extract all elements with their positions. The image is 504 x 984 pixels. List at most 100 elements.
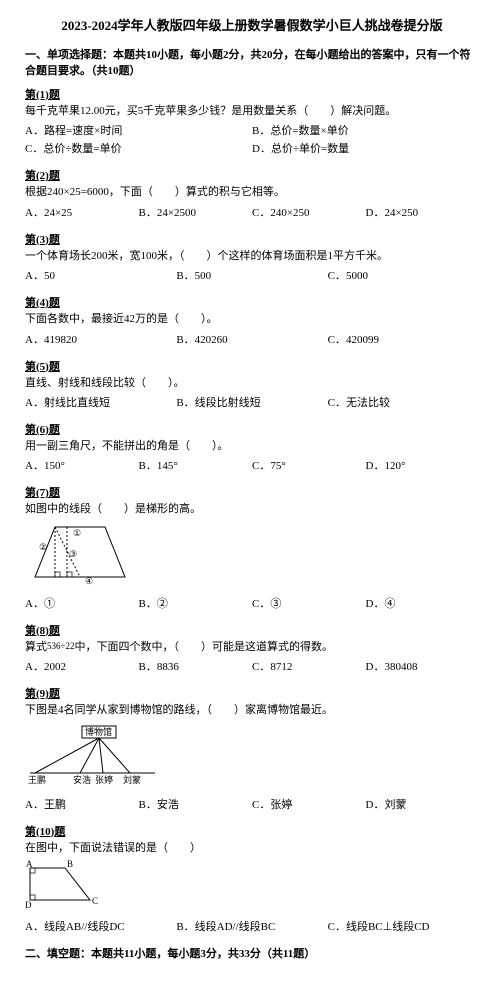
- question-8: 第(8)题 算式536÷22中，下面四个数中，（ ）可能是这道算式的得数。 A．…: [25, 622, 479, 675]
- svg-text:③: ③: [69, 549, 77, 559]
- q10-diagram: A B C D: [25, 860, 479, 913]
- q8-text: 算式536÷22中，下面四个数中，（ ）可能是这道算式的得数。: [25, 640, 479, 655]
- q6-opt-b: B．145°: [139, 456, 253, 474]
- q3-options: A．50 B．500 C．5000: [25, 266, 479, 284]
- name1: 王鹏: [28, 774, 46, 785]
- museum-diagram: 博物馆 王鹏 安浩 张婷 刘蒙: [25, 723, 165, 788]
- q1-opt-a: A．路程=速度×时间: [25, 121, 252, 139]
- vertex-d: D: [25, 900, 32, 910]
- vertex-b: B: [67, 860, 73, 869]
- q2-opt-a: A．24×25: [25, 203, 139, 221]
- question-6: 第(6)题 用一副三角尺，不能拼出的角是（ ）。 A．150° B．145° C…: [25, 421, 479, 474]
- q10-opt-c: C．线段BC⊥线段CD: [328, 917, 479, 935]
- q8-opt-c: C．8712: [252, 657, 366, 675]
- q9-opt-b: B．安浩: [139, 795, 253, 813]
- svg-text:④: ④: [85, 576, 93, 586]
- question-3: 第(3)题 一个体育场长200米，宽100米，（ ）个这样的体育场面积是1平方千…: [25, 231, 479, 284]
- name3: 张婷: [95, 774, 113, 785]
- q2-text: 根据240×25=6000，下面（ ）算式的积与它相等。: [25, 185, 479, 200]
- q8-options: A．2002 B．8836 C．8712 D．380408: [25, 657, 479, 675]
- q1-text: 每千克苹果12.00元，买5千克苹果多少钱？是用数量关系（ ）解决问题。: [25, 104, 479, 119]
- svg-text:①: ①: [73, 528, 81, 538]
- q1-label: 第(1)题: [25, 86, 479, 102]
- q4-label: 第(4)题: [25, 294, 479, 310]
- q1-opt-c: C．总价÷数量=单价: [25, 139, 252, 157]
- q10-label: 第(10)题: [25, 823, 479, 839]
- q6-opt-c: C．75°: [252, 456, 366, 474]
- q2-opt-c: C．240×250: [252, 203, 366, 221]
- question-1: 第(1)题 每千克苹果12.00元，买5千克苹果多少钱？是用数量关系（ ）解决问…: [25, 86, 479, 157]
- q4-opt-c: C．420099: [328, 330, 479, 348]
- q1-opt-b: B．总价=数量×单价: [252, 121, 479, 139]
- q5-text: 直线、射线和线段比较（ ）。: [25, 376, 479, 391]
- q6-options: A．150° B．145° C．75° D．120°: [25, 456, 479, 474]
- q7-opt-c: C．③: [252, 594, 366, 612]
- name2: 安浩: [73, 774, 91, 785]
- q2-opt-b: B．24×2500: [139, 203, 253, 221]
- question-2: 第(2)题 根据240×25=6000，下面（ ）算式的积与它相等。 A．24×…: [25, 167, 479, 220]
- question-9: 第(9)题 下图是4名同学从家到博物馆的路线，（ ）家离博物馆最近。 博物馆 王…: [25, 685, 479, 812]
- q5-options: A．射线比直线短 B．线段比射线短 C．无法比较: [25, 393, 479, 411]
- q3-text: 一个体育场长200米，宽100米，（ ）个这样的体育场面积是1平方千米。: [25, 249, 479, 264]
- q8-opt-b: B．8836: [139, 657, 253, 675]
- q7-opt-d: D．④: [366, 594, 480, 612]
- q7-options: A．① B．② C．③ D．④: [25, 594, 479, 612]
- q7-opt-b: B．②: [139, 594, 253, 612]
- q4-options: A．419820 B．420260 C．420099: [25, 330, 479, 348]
- q6-label: 第(6)题: [25, 421, 479, 437]
- q7-text: 如图中的线段（ ）是梯形的高。: [25, 502, 479, 517]
- q1-opt-d: D．总价÷单价=数量: [252, 139, 479, 157]
- name4: 刘蒙: [123, 774, 141, 785]
- q7-diagram: ① ② ③ ④: [25, 522, 479, 590]
- q9-diagram: 博物馆 王鹏 安浩 张婷 刘蒙: [25, 723, 479, 791]
- q2-opt-d: D．24×250: [366, 203, 480, 221]
- q4-opt-a: A．419820: [25, 330, 176, 348]
- section1-header: 一、单项选择题：本题共10小题，每小题2分，共20分，在每小题给出的答案中，只有…: [25, 46, 479, 78]
- page-title: 2023-2024学年人教版四年级上册数学暑假数学小巨人挑战卷提分版: [25, 15, 479, 34]
- q7-opt-a: A．①: [25, 594, 139, 612]
- q3-opt-b: B．500: [176, 266, 327, 284]
- section2-header: 二、填空题：本题共11小题，每小题3分，共33分（共11题）: [25, 945, 479, 961]
- question-7: 第(7)题 如图中的线段（ ）是梯形的高。 ① ② ③ ④ A．① B．② C．…: [25, 484, 479, 611]
- q9-opt-d: D．刘蒙: [366, 795, 480, 813]
- q3-opt-a: A．50: [25, 266, 176, 284]
- quadrilateral-diagram: A B C D: [25, 860, 105, 910]
- q10-opt-a: A．线段AB//线段DC: [25, 917, 176, 935]
- q9-opt-a: A．王鹏: [25, 795, 139, 813]
- question-10: 第(10)题 在图中，下面说法错误的是（ ） A B C D A．线段AB//线…: [25, 823, 479, 935]
- vertex-c: C: [92, 896, 98, 906]
- vertex-a: A: [26, 860, 33, 869]
- q10-options: A．线段AB//线段DC B．线段AD//线段BC C．线段BC⊥线段CD: [25, 917, 479, 935]
- q3-label: 第(3)题: [25, 231, 479, 247]
- q8-formula: 536÷22: [47, 641, 74, 651]
- q1-options: A．路程=速度×时间 B．总价=数量×单价 C．总价÷数量=单价 D．总价÷单价…: [25, 121, 479, 157]
- q9-opt-c: C．张婷: [252, 795, 366, 813]
- q5-opt-a: A．射线比直线短: [25, 393, 176, 411]
- q2-label: 第(2)题: [25, 167, 479, 183]
- q10-opt-b: B．线段AD//线段BC: [176, 917, 327, 935]
- q10-text: 在图中，下面说法错误的是（ ）: [25, 841, 479, 856]
- q5-opt-c: C．无法比较: [328, 393, 479, 411]
- q4-opt-b: B．420260: [176, 330, 327, 348]
- q5-label: 第(5)题: [25, 358, 479, 374]
- q3-opt-c: C．5000: [328, 266, 479, 284]
- q8-text1: 算式: [25, 641, 47, 653]
- q7-label: 第(7)题: [25, 484, 479, 500]
- question-5: 第(5)题 直线、射线和线段比较（ ）。 A．射线比直线短 B．线段比射线短 C…: [25, 358, 479, 411]
- q9-text: 下图是4名同学从家到博物馆的路线，（ ）家离博物馆最近。: [25, 703, 479, 718]
- q2-options: A．24×25 B．24×2500 C．240×250 D．24×250: [25, 203, 479, 221]
- q8-opt-d: D．380408: [366, 657, 480, 675]
- q4-text: 下面各数中，最接近42万的是（ ）。: [25, 312, 479, 327]
- museum-label: 博物馆: [85, 726, 112, 737]
- q9-label: 第(9)题: [25, 685, 479, 701]
- q5-opt-b: B．线段比射线短: [176, 393, 327, 411]
- q8-opt-a: A．2002: [25, 657, 139, 675]
- q6-text: 用一副三角尺，不能拼出的角是（ ）。: [25, 439, 479, 454]
- q6-opt-a: A．150°: [25, 456, 139, 474]
- svg-text:②: ②: [39, 542, 47, 552]
- question-4: 第(4)题 下面各数中，最接近42万的是（ ）。 A．419820 B．4202…: [25, 294, 479, 347]
- q6-opt-d: D．120°: [366, 456, 480, 474]
- q9-options: A．王鹏 B．安浩 C．张婷 D．刘蒙: [25, 795, 479, 813]
- q8-label: 第(8)题: [25, 622, 479, 638]
- q8-text2: 中，下面四个数中，（ ）可能是这道算式的得数。: [74, 641, 333, 653]
